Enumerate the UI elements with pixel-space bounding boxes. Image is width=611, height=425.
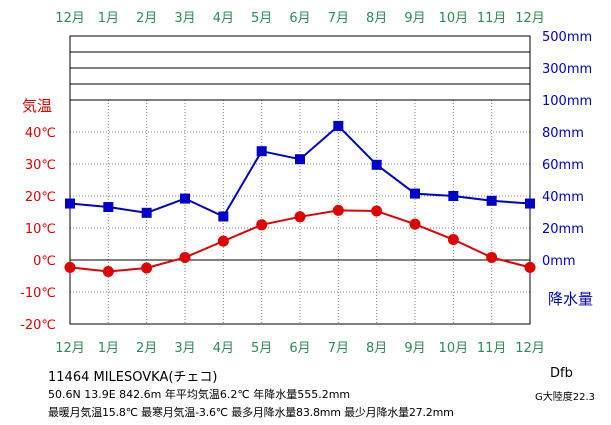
temperature-point: [256, 219, 268, 231]
precip-axis-title: 降水量: [548, 290, 593, 308]
temp-tick-label: 20℃: [25, 190, 56, 205]
precip-tick-label: 20mm: [542, 222, 584, 237]
month-label-bottom: 7月: [328, 341, 349, 356]
month-label-bottom: 4月: [213, 341, 234, 356]
month-label-top: 5月: [251, 11, 272, 26]
month-label-bottom: 5月: [251, 341, 272, 356]
temperature-point: [524, 261, 536, 273]
temp-tick-label: -20℃: [20, 318, 56, 333]
month-label-top: 9月: [404, 11, 425, 26]
continentality-index: G大陸度22.3: [535, 392, 596, 403]
temperature-point: [486, 251, 498, 263]
station-location-summary: 50.6N 13.9E 842.6m 年平均気温6.2℃ 年降水量555.2mm: [48, 388, 351, 401]
temp-tick-label: -10℃: [20, 286, 56, 301]
precipitation-point: [295, 154, 305, 165]
month-label-top: 12月: [55, 11, 85, 26]
axis-layer: 12月 12月 1月 1月 2月 2月 3月 3月 4月 4月 5月 5月 6月 6月 7月 7月 8月 8月 9月…: [20, 11, 593, 356]
month-label-top: 6月: [289, 11, 310, 26]
month-label-top: 12月: [515, 11, 545, 26]
precipitation-point: [141, 207, 152, 218]
month-label-bottom: 12月: [55, 341, 85, 356]
month-label-top: 4月: [213, 11, 234, 26]
precip-tick-label: 500mm: [542, 30, 592, 45]
frame-layer: [69, 35, 531, 325]
precipitation-point: [486, 195, 497, 206]
plot-frame: [69, 35, 531, 325]
month-label-top: 1月: [98, 11, 119, 26]
temperature-point: [217, 235, 229, 247]
precipitation-point: [333, 120, 344, 131]
precipitation-point: [410, 188, 420, 199]
temperature-point: [179, 251, 191, 263]
precip-tick-label: 40mm: [542, 190, 584, 205]
month-label-top: 8月: [366, 11, 387, 26]
precip-tick-label: 300mm: [542, 62, 592, 77]
precipitation-point: [448, 191, 459, 201]
station-name: 11464 MILESOVKA(チェコ): [48, 370, 218, 385]
month-label-bottom: 8月: [366, 341, 387, 356]
month-label-bottom: 1月: [98, 341, 119, 356]
month-label-bottom: 11月: [477, 341, 507, 356]
precipitation-point: [180, 193, 190, 204]
month-label-bottom: 9月: [404, 341, 425, 356]
precipitation-point: [525, 198, 535, 209]
temperature-point: [332, 204, 344, 216]
temp-axis-title: 気温: [22, 97, 52, 115]
temp-tick-label: 40℃: [25, 126, 56, 141]
series-layer: [64, 120, 536, 278]
month-label-bottom: 2月: [136, 341, 157, 356]
temperature-point: [409, 218, 421, 230]
month-label-bottom: 10月: [439, 341, 469, 356]
temp-tick-label: 30℃: [25, 158, 56, 173]
precip-tick-label: 100mm: [542, 94, 592, 109]
month-label-bottom: 6月: [289, 341, 310, 356]
month-label-top: 3月: [174, 11, 195, 26]
precipitation-point: [103, 202, 114, 213]
month-label-top: 2月: [136, 11, 157, 26]
precip-tick-label: 0mm: [542, 254, 576, 269]
temp-tick-label: 10℃: [25, 222, 56, 237]
month-label-bottom: 12月: [515, 341, 545, 356]
month-label-top: 10月: [439, 11, 469, 26]
temperature-point: [102, 266, 114, 278]
precipitation-point: [256, 146, 267, 157]
temperature-point: [294, 211, 306, 223]
month-label-top: 7月: [328, 11, 349, 26]
precipitation-point: [371, 159, 382, 170]
precipitation-point: [65, 198, 75, 209]
precip-tick-label: 80mm: [542, 126, 584, 141]
precip-tick-label: 60mm: [542, 158, 584, 173]
temperature-point: [64, 261, 76, 273]
precipitation-point: [218, 211, 229, 222]
month-label-bottom: 3月: [174, 341, 195, 356]
climate-class: Dfb: [550, 366, 573, 381]
station-extremes-summary: 最暖月気温15.8℃ 最寒月気温-3.6℃ 最多月降水量83.8mm 最少月降水…: [48, 406, 454, 419]
temperature-point: [447, 234, 459, 246]
temperature-point: [141, 262, 153, 274]
temperature-point: [371, 205, 383, 217]
temp-tick-label: 0℃: [33, 254, 56, 269]
month-label-top: 11月: [477, 11, 507, 26]
